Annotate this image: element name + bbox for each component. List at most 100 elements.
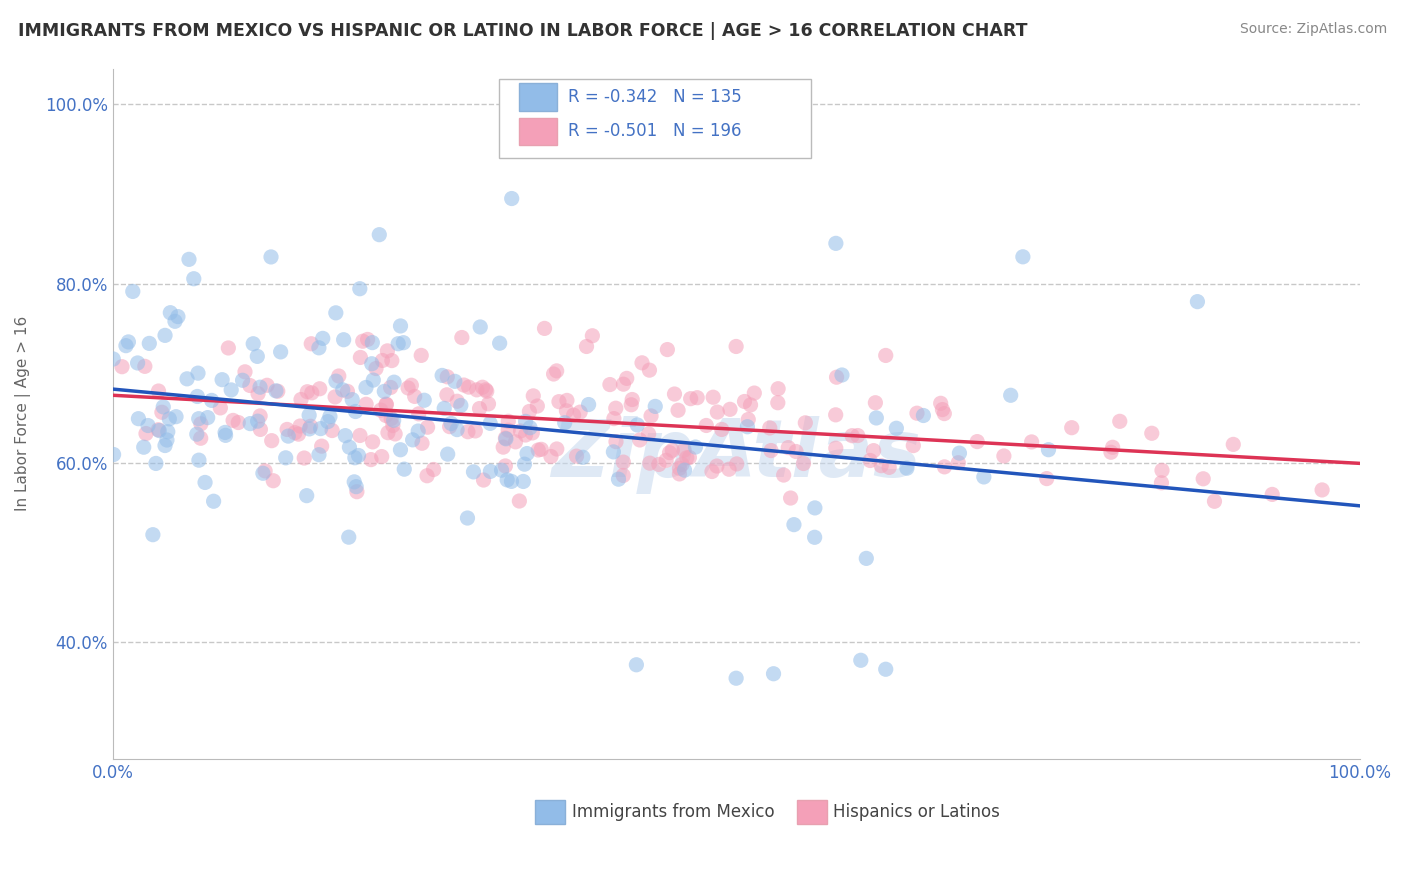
Point — [239, 417, 262, 431]
Point — [515, 414, 537, 428]
Point — [150, 405, 173, 419]
Point — [468, 401, 491, 416]
Point — [655, 453, 678, 467]
Point — [491, 463, 513, 477]
Point — [865, 395, 887, 409]
Point — [202, 494, 225, 508]
Point — [394, 462, 416, 476]
Point — [186, 389, 208, 403]
Point — [387, 336, 409, 351]
Point — [288, 419, 311, 434]
Point — [292, 450, 315, 465]
Point — [443, 374, 465, 388]
Point — [343, 450, 366, 465]
Point — [1204, 494, 1226, 508]
Point — [260, 250, 283, 264]
Point — [132, 440, 155, 454]
Point — [142, 527, 165, 541]
Text: IMMIGRANTS FROM MEXICO VS HISPANIC OR LATINO IN LABOR FORCE | AGE > 16 CORRELATI: IMMIGRANTS FROM MEXICO VS HISPANIC OR LA… — [18, 22, 1028, 40]
Point — [148, 423, 170, 437]
Point — [411, 348, 433, 362]
Point — [165, 409, 187, 424]
Point — [648, 458, 671, 472]
Point — [287, 427, 309, 442]
Point — [187, 453, 209, 467]
FancyBboxPatch shape — [519, 83, 557, 111]
Point — [934, 459, 956, 474]
Point — [668, 461, 690, 475]
Point — [779, 491, 801, 505]
Point — [530, 442, 553, 457]
Point — [929, 396, 952, 410]
Point — [664, 387, 686, 401]
Point — [706, 405, 728, 419]
Point — [824, 441, 846, 455]
Point — [477, 397, 499, 411]
Point — [361, 434, 384, 449]
Point — [276, 422, 298, 436]
FancyBboxPatch shape — [797, 800, 827, 824]
Point — [457, 425, 479, 439]
Point — [737, 412, 759, 426]
Point — [666, 403, 689, 417]
Point — [475, 384, 498, 399]
Point — [1310, 483, 1333, 497]
Point — [870, 458, 893, 473]
Point — [232, 373, 254, 387]
Point — [436, 447, 458, 461]
Point — [335, 428, 357, 442]
Point — [349, 351, 371, 365]
Point — [103, 448, 125, 462]
Point — [332, 333, 354, 347]
Point — [190, 431, 212, 445]
Point — [211, 373, 233, 387]
Point — [311, 439, 333, 453]
Point — [396, 381, 419, 395]
Point — [389, 442, 412, 457]
Point — [540, 450, 562, 464]
Point — [546, 442, 568, 456]
Point — [825, 370, 848, 384]
Point — [581, 328, 603, 343]
Point — [187, 411, 209, 425]
Point — [762, 666, 785, 681]
Point — [176, 372, 198, 386]
Point — [565, 449, 588, 463]
Point — [605, 401, 627, 416]
Point — [406, 424, 429, 438]
Point — [298, 422, 321, 436]
Point — [862, 443, 884, 458]
Point — [214, 428, 236, 442]
Point — [1000, 388, 1022, 402]
Point — [377, 425, 399, 440]
Point — [323, 390, 346, 404]
Point — [766, 395, 789, 409]
Point — [254, 464, 277, 478]
Point — [299, 419, 322, 434]
Point — [239, 378, 262, 392]
Point — [778, 441, 800, 455]
Point — [115, 339, 138, 353]
Point — [793, 457, 815, 471]
Point — [522, 425, 544, 440]
Point — [575, 339, 598, 353]
Point — [710, 422, 733, 436]
Point — [533, 321, 555, 335]
Point — [408, 407, 430, 421]
Point — [725, 457, 748, 471]
Point — [472, 473, 495, 487]
Point — [673, 463, 696, 477]
Point — [555, 393, 578, 408]
Point — [772, 468, 794, 483]
Point — [492, 440, 515, 454]
Point — [562, 408, 585, 422]
FancyBboxPatch shape — [519, 118, 557, 145]
Point — [903, 439, 925, 453]
Point — [1035, 472, 1057, 486]
Point — [470, 320, 492, 334]
Point — [555, 404, 578, 418]
Point — [1150, 475, 1173, 490]
Point — [509, 424, 531, 438]
Point — [262, 474, 284, 488]
Point — [742, 386, 765, 401]
